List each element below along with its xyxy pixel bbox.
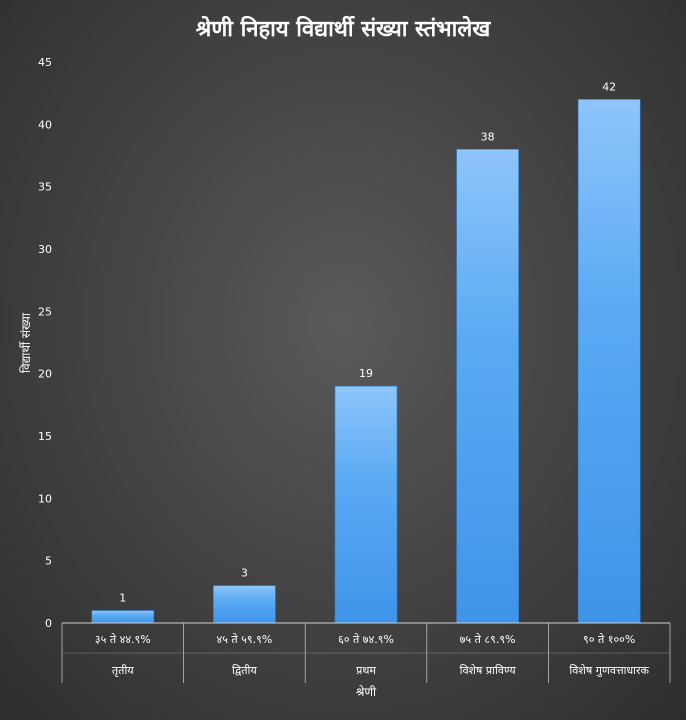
data-label: 19: [359, 367, 373, 380]
category-grade-label: तृतीय: [112, 664, 134, 677]
x-axis: ३५ ते ४४.९% तृतीय ४५ ते ५९.९% द्वितीय ६० ते …: [61, 622, 671, 683]
data-label: 42: [602, 80, 616, 93]
y-tick-label: 15: [38, 430, 52, 443]
y-tick-label: 5: [45, 555, 52, 568]
y-axis-title: विद्यार्थी संख्या: [19, 312, 33, 373]
y-tick-label: 0: [45, 617, 52, 630]
bars: 1 3 19 38 42: [91, 80, 641, 624]
category-grade-label: विशेष प्राविण्य: [460, 664, 517, 677]
category-range-label: ७५ ते ८९.९%: [460, 633, 516, 646]
category-range-label: ६० ते ७४.९%: [338, 633, 394, 646]
y-tick-label: 30: [38, 243, 52, 256]
bar: [91, 610, 155, 624]
category-range-label: ४५ ते ५९.९%: [216, 633, 272, 646]
category-range-label: ३५ ते ४४.९%: [95, 633, 151, 646]
y-axis-ticks: 0 5 10 15 20 25 30 35 40 45: [38, 56, 52, 630]
data-label: 3: [241, 567, 248, 580]
category-range-label: ९० ते १००%: [583, 633, 635, 646]
bar: [456, 148, 519, 624]
y-tick-label: 20: [38, 368, 52, 381]
y-tick-label: 10: [38, 492, 52, 505]
bar: [334, 385, 398, 624]
y-tick-label: 25: [38, 305, 52, 318]
y-tick-label: 35: [38, 181, 52, 194]
category-grade-label: प्रथम: [356, 664, 376, 677]
bar: [577, 99, 641, 624]
data-label: 38: [481, 130, 495, 143]
category-grade-label: विशेष गुणवत्ताधारक: [569, 664, 649, 677]
data-label: 1: [119, 592, 126, 605]
category-grade-label: द्वितीय: [232, 664, 257, 677]
y-tick-label: 40: [38, 118, 52, 131]
bar: [213, 585, 276, 624]
y-tick-label: 45: [38, 56, 52, 69]
chart-title: श्रेणी निहाय विद्यार्थी संख्या स्तंभालेख: [196, 15, 491, 42]
x-axis-title: श्रेणी: [356, 685, 377, 699]
